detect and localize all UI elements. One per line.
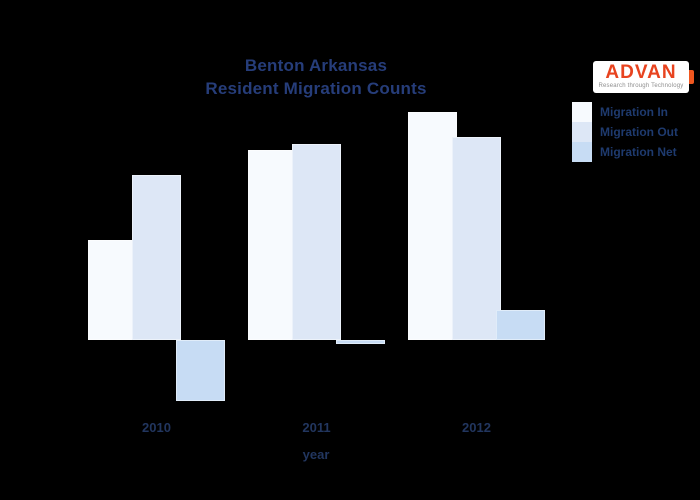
legend-swatch-icon (572, 102, 592, 122)
x-tick-2011: 2011 (302, 420, 331, 435)
legend-item-migration-net[interactable]: Migration Net (572, 142, 678, 162)
legend-swatch-icon (572, 142, 592, 162)
bar-migration-out-2011 (292, 144, 341, 340)
bar-migration-out-2010 (132, 175, 181, 340)
chart-title: Benton Arkansas Resident Migration Count… (66, 54, 566, 100)
chart-legend: Migration In Migration Out Migration Net (572, 102, 678, 162)
x-tick-2012: 2012 (462, 420, 491, 435)
legend-item-migration-out[interactable]: Migration Out (572, 122, 678, 142)
legend-item-label: Migration Out (600, 125, 678, 139)
legend-item-migration-in[interactable]: Migration In (572, 102, 678, 122)
bar-migration-in-2010 (88, 240, 137, 340)
legend-item-label: Migration Net (600, 145, 677, 159)
legend-item-label: Migration In (600, 105, 668, 119)
advan-logo: ADVAN Research through Technology (593, 61, 694, 93)
x-axis-title: year (302, 447, 330, 462)
legend-swatch-icon (572, 122, 592, 142)
bar-migration-net-2010 (176, 340, 225, 401)
bar-migration-net-2012 (496, 310, 545, 340)
x-tick-2010: 2010 (142, 420, 171, 435)
bar-migration-in-2012 (408, 112, 457, 340)
bar-migration-out-2012 (452, 137, 501, 340)
advan-logo-tagline: Research through Technology (598, 83, 684, 89)
chart-title-line1: Benton Arkansas (244, 56, 388, 75)
advan-logo-accent-mark (689, 70, 694, 84)
chart-title-line2: Resident Migration Counts (205, 79, 427, 98)
bar-migration-net-2011 (336, 340, 385, 344)
advan-logo-wordmark: ADVAN (605, 62, 677, 83)
bar-migration-in-2011 (248, 150, 297, 340)
